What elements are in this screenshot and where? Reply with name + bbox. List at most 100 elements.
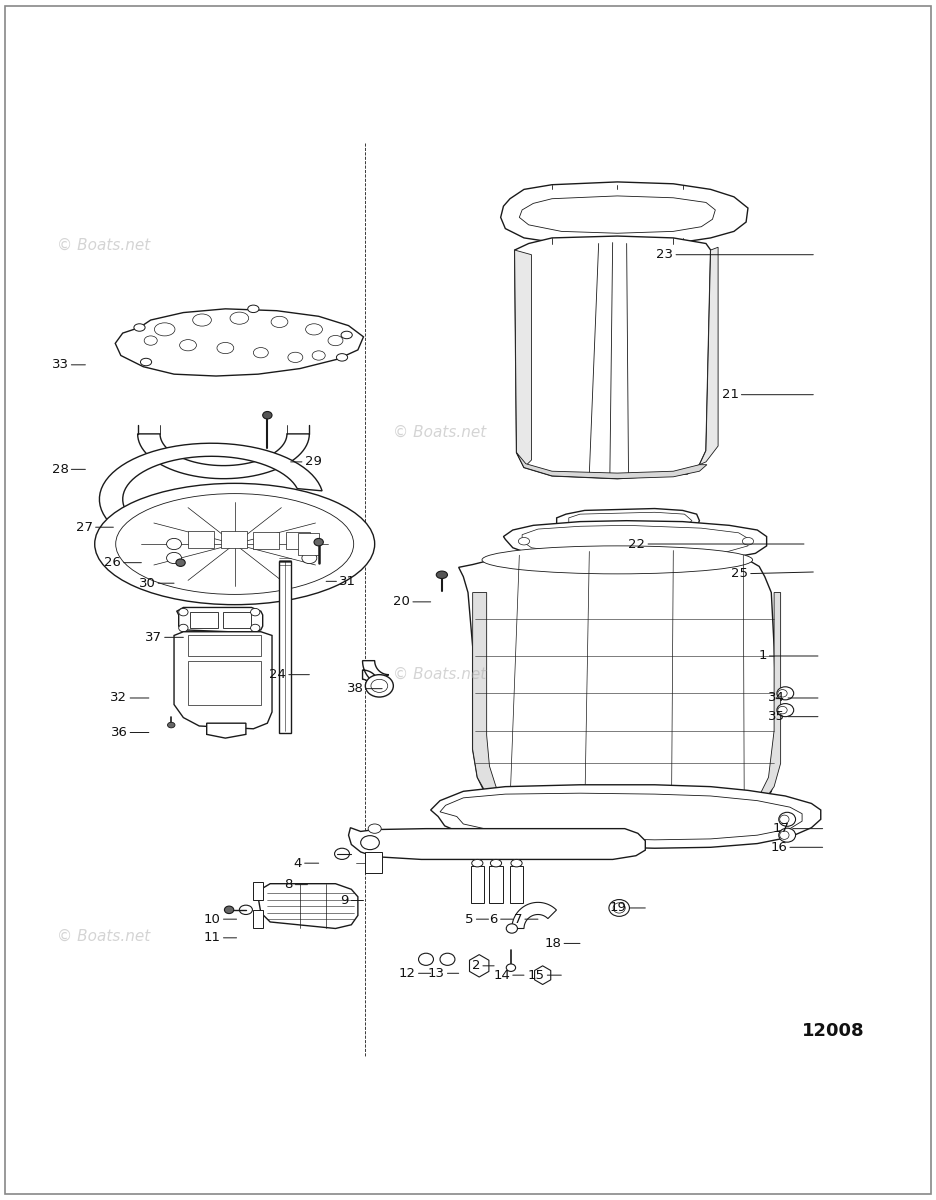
Ellipse shape [778,707,787,714]
Polygon shape [473,593,505,804]
Ellipse shape [251,608,260,616]
Text: 31: 31 [326,575,357,588]
Text: 38: 38 [346,682,382,695]
Ellipse shape [341,331,352,338]
Text: 1: 1 [758,649,818,662]
Polygon shape [515,250,532,468]
Text: © Boats.net: © Boats.net [57,238,151,253]
Polygon shape [138,434,310,479]
Ellipse shape [144,336,157,346]
Text: 4: 4 [294,857,318,870]
Ellipse shape [613,902,625,913]
Ellipse shape [490,859,502,866]
Polygon shape [470,955,489,977]
Ellipse shape [180,340,197,350]
Text: 14: 14 [493,968,524,982]
Text: © Boats.net: © Boats.net [393,425,487,439]
Ellipse shape [436,571,447,578]
Ellipse shape [777,686,794,700]
Ellipse shape [609,900,629,917]
Polygon shape [557,509,699,533]
Ellipse shape [365,674,393,697]
Ellipse shape [302,539,316,550]
Text: 37: 37 [145,631,183,644]
Ellipse shape [240,905,253,914]
Ellipse shape [176,559,185,566]
Text: 18: 18 [545,937,580,950]
Polygon shape [569,512,692,529]
Polygon shape [515,236,710,479]
Polygon shape [348,828,645,859]
Text: 28: 28 [51,463,85,476]
Ellipse shape [167,552,182,564]
Polygon shape [512,902,557,929]
Polygon shape [286,532,311,548]
Text: 21: 21 [722,388,813,401]
Text: 25: 25 [731,568,813,581]
Polygon shape [177,607,263,632]
Ellipse shape [179,624,188,631]
Text: 7: 7 [514,913,538,925]
Text: 29: 29 [291,455,322,468]
Polygon shape [748,593,781,811]
Text: 26: 26 [104,556,141,569]
Polygon shape [280,560,291,732]
Polygon shape [362,661,388,686]
Text: 27: 27 [76,521,113,534]
Polygon shape [190,612,218,628]
Ellipse shape [302,552,316,564]
Ellipse shape [336,354,347,361]
Ellipse shape [193,314,212,326]
Text: 5: 5 [465,913,489,925]
Ellipse shape [742,538,753,545]
Text: 36: 36 [110,726,149,739]
Text: 20: 20 [393,595,431,608]
Ellipse shape [519,538,530,545]
Ellipse shape [472,859,483,866]
Ellipse shape [116,493,354,594]
Polygon shape [501,182,748,245]
Ellipse shape [482,546,753,574]
Text: 32: 32 [110,691,149,704]
Text: 10: 10 [204,913,237,925]
Text: 12008: 12008 [802,1022,865,1040]
Ellipse shape [777,703,794,716]
Ellipse shape [779,812,796,827]
Polygon shape [519,196,715,233]
Polygon shape [522,526,748,556]
Polygon shape [517,452,707,479]
Polygon shape [510,866,523,904]
Text: 35: 35 [768,710,818,724]
Text: 9: 9 [340,894,363,907]
Ellipse shape [440,953,455,965]
Text: 22: 22 [628,538,804,551]
Ellipse shape [140,359,152,366]
Polygon shape [534,966,550,984]
Ellipse shape [254,348,269,358]
Polygon shape [258,883,358,929]
Polygon shape [115,308,363,376]
Ellipse shape [371,679,388,692]
Polygon shape [471,866,484,904]
Ellipse shape [778,690,787,697]
Ellipse shape [306,324,322,335]
Polygon shape [99,443,322,556]
Ellipse shape [506,964,516,972]
Ellipse shape [360,835,379,850]
Polygon shape [254,910,263,929]
Ellipse shape [314,539,323,546]
Ellipse shape [328,336,343,346]
Polygon shape [459,551,776,821]
Text: 8: 8 [285,878,308,892]
Ellipse shape [271,317,288,328]
Polygon shape [188,530,214,547]
Ellipse shape [418,953,433,965]
Ellipse shape [230,312,249,324]
Polygon shape [365,852,382,872]
Text: 23: 23 [656,248,813,262]
Text: 33: 33 [51,359,85,371]
Polygon shape [431,785,821,848]
Polygon shape [207,724,246,738]
Polygon shape [490,866,503,904]
Text: 2: 2 [472,959,494,972]
